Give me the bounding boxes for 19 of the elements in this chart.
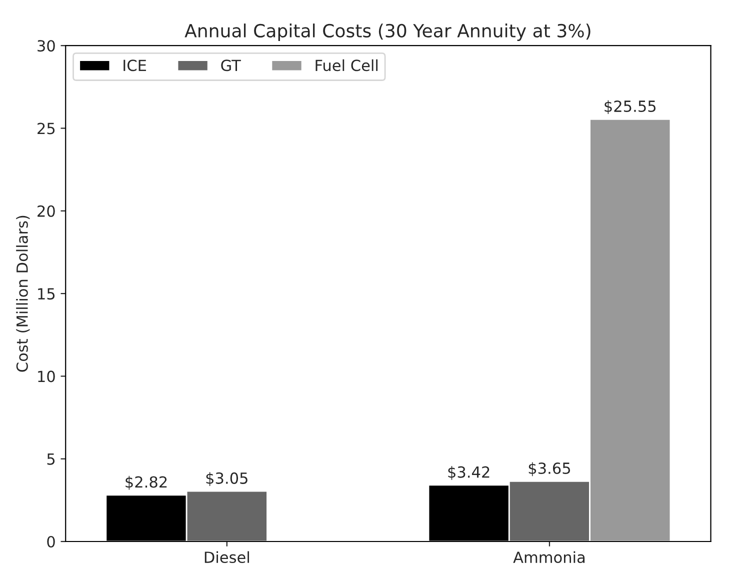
legend-label: Fuel Cell	[316, 59, 378, 72]
data-label: $25.55	[604, 100, 656, 114]
data-label: $3.42	[448, 466, 490, 480]
data-label: $2.82	[126, 476, 167, 490]
chart-title: Annual Capital Costs (30 Year Annuity at 3%)	[184, 24, 590, 42]
x-tick-label: Ammonia	[513, 551, 585, 564]
legend-label: ICE	[124, 60, 146, 72]
y-tick-label: 20	[38, 205, 55, 217]
data-label: $3.65	[528, 462, 570, 476]
data-label: $3.05	[206, 472, 248, 486]
y-tick-label: 0	[47, 536, 55, 548]
y-tick-label: 25	[38, 122, 55, 134]
y-tick-label: 5	[47, 454, 55, 465]
y-axis-title: Cost (Million Dollars)	[16, 216, 30, 372]
legend-label: GT	[221, 60, 241, 72]
y-tick-label: 10	[38, 370, 55, 382]
y-tick-label: 30	[38, 40, 55, 52]
y-tick-label: 15	[38, 288, 55, 300]
x-tick-label: Diesel	[204, 551, 249, 564]
